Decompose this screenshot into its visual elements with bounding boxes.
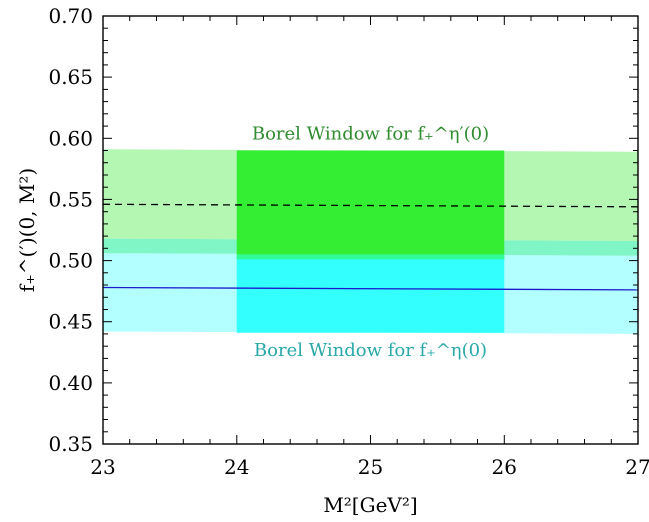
y-tick-label: 0.45 <box>48 310 93 334</box>
y-tick-label: 0.50 <box>48 249 93 273</box>
eta-prime-central-line <box>102 203 639 208</box>
y-tick-label: 0.70 <box>48 4 93 28</box>
y-tick-label: 0.55 <box>48 187 93 211</box>
tick-labels-layer: 23 24 25 26 27 0.35 0.40 0.45 0.50 0.55 0.60 0.65 0.… <box>15 4 649 517</box>
eta-central-line <box>102 286 639 291</box>
borel-window-overlap <box>236 254 505 260</box>
x-tick-label: 26 <box>492 455 517 479</box>
x-axis-title: M²[GeV²] <box>323 493 417 517</box>
ticks-layer <box>102 15 639 445</box>
borel-window-eta <box>236 254 505 333</box>
annotations-layer: Borel Window for f₊^η′(0) Borel Window fo… <box>252 123 489 360</box>
y-tick-label: 0.35 <box>48 432 93 456</box>
annotation-eta-prime-window: Borel Window for f₊^η′(0) <box>252 123 489 144</box>
y-axis-title: f₊^(′)(0, M²) <box>15 168 39 292</box>
lines-layer <box>102 203 639 291</box>
annotation-eta-window: Borel Window for f₊^η(0) <box>254 340 487 361</box>
x-tick-label: 25 <box>358 455 383 479</box>
y-tick-label: 0.65 <box>48 65 93 89</box>
y-tick-label: 0.40 <box>48 371 93 395</box>
x-tick-label: 23 <box>90 455 115 479</box>
x-tick-label: 24 <box>224 455 249 479</box>
x-tick-label: 27 <box>625 455 649 479</box>
y-tick-label: 0.60 <box>48 126 93 150</box>
bands-layer <box>103 149 638 334</box>
